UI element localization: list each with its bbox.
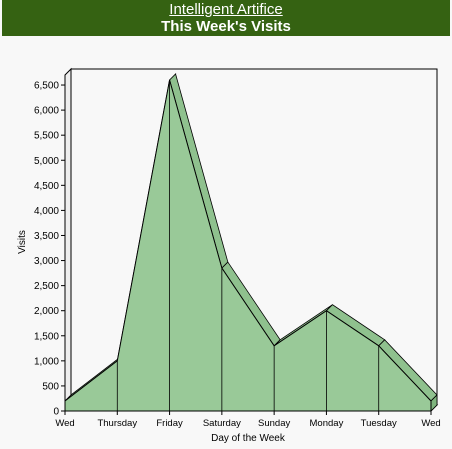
- y-tick-label: 1,000: [34, 356, 59, 367]
- x-axis-ticks: Wed Thursday Friday Saturday Sunday Monday Tue…: [55, 411, 441, 429]
- left-wall: [64, 67, 72, 413]
- y-tick-label: 4,500: [34, 181, 59, 192]
- x-axis-label: Day of the Week: [211, 433, 286, 444]
- x-tick-label: Sunday: [258, 418, 290, 429]
- y-axis-label: Visits: [17, 230, 28, 254]
- y-tick-label: 5,500: [34, 131, 59, 142]
- x-tick-label: Tuesday: [361, 418, 397, 429]
- x-tick-label: Friday: [156, 418, 183, 429]
- y-tick-label: 1,500: [34, 331, 59, 342]
- y-tick-label: 4,000: [34, 206, 59, 217]
- y-tick-label: 3,500: [34, 231, 59, 242]
- area-series: [64, 72, 438, 412]
- x-tick-label: Wed: [421, 418, 440, 429]
- y-tick-label: 6,500: [34, 81, 59, 92]
- y-tick-label: 3,000: [34, 256, 59, 267]
- y-tick-label: 2,000: [34, 306, 59, 317]
- y-tick-label: 6,000: [34, 106, 59, 117]
- site-link[interactable]: Intelligent Artifice: [169, 1, 283, 18]
- chart-title: This Week's Visits: [161, 18, 291, 35]
- y-tick-label: 500: [42, 381, 59, 392]
- y-tick-label: 0: [53, 407, 59, 418]
- chart-header: Intelligent Artifice This Week's Visits: [2, 0, 450, 36]
- x-tick-label: Thursday: [97, 418, 137, 429]
- y-tick-label: 2,500: [34, 281, 59, 292]
- x-tick-label: Wed: [55, 418, 74, 429]
- x-tick-label: Saturday: [203, 418, 241, 429]
- x-tick-label: Monday: [310, 418, 344, 429]
- y-axis-ticks: 0 500 1,000 1,500 2,000 2,500 3,000 3,500 4,000 4…: [34, 81, 65, 418]
- y-tick-label: 5,000: [34, 156, 59, 167]
